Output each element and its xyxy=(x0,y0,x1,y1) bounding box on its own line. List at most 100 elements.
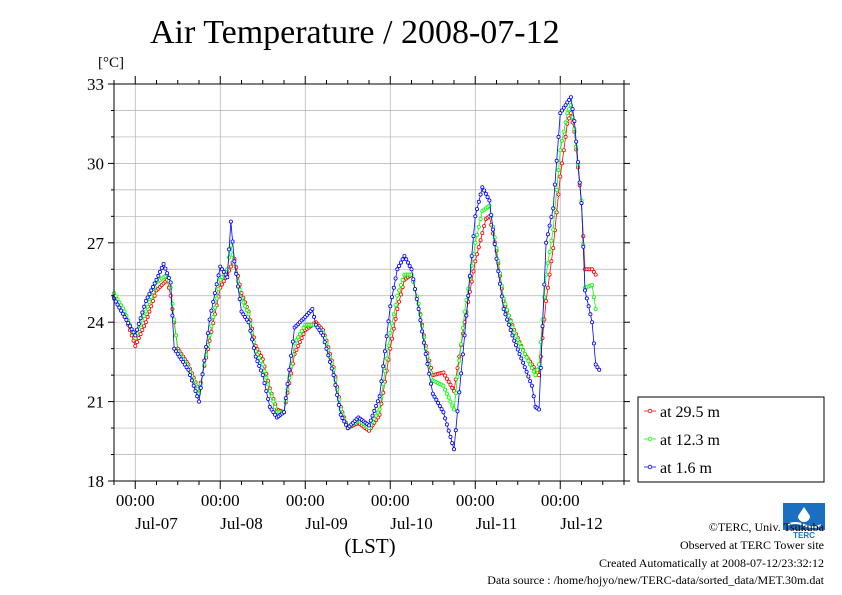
data-point xyxy=(319,330,324,335)
data-point xyxy=(561,148,566,153)
data-point xyxy=(395,267,400,272)
data-point xyxy=(336,402,341,407)
data-point xyxy=(294,347,299,352)
data-point xyxy=(207,317,212,322)
data-point xyxy=(312,314,317,319)
data-point xyxy=(384,356,389,361)
data-point xyxy=(581,244,586,249)
data-point xyxy=(483,191,488,196)
data-point xyxy=(142,304,147,309)
data-point xyxy=(205,331,210,336)
data-point xyxy=(393,276,398,281)
data-point xyxy=(258,368,263,373)
data-point xyxy=(446,395,451,400)
data-point xyxy=(389,336,394,341)
data-point xyxy=(159,265,164,270)
data-point xyxy=(462,333,467,338)
data-point xyxy=(317,328,322,333)
data-point xyxy=(267,404,272,409)
data-point xyxy=(152,293,157,298)
data-point xyxy=(551,206,556,211)
data-point xyxy=(129,327,134,332)
data-point xyxy=(281,410,286,415)
data-point xyxy=(212,291,217,296)
data-point xyxy=(126,321,131,326)
data-point xyxy=(177,354,182,359)
data-point xyxy=(250,337,255,342)
data-point xyxy=(168,280,173,285)
data-point xyxy=(510,333,515,338)
data-point xyxy=(565,100,570,105)
data-point xyxy=(133,343,138,348)
data-point xyxy=(524,355,529,360)
data-point xyxy=(576,160,581,165)
data-point xyxy=(269,407,274,412)
series-0 xyxy=(112,111,598,433)
data-point xyxy=(482,188,487,193)
data-point xyxy=(294,338,299,343)
x-tick-day-label: Jul-08 xyxy=(220,514,263,533)
data-point xyxy=(547,250,552,255)
data-point xyxy=(404,257,409,262)
data-point xyxy=(143,309,148,314)
data-point xyxy=(560,108,565,113)
data-point xyxy=(505,307,510,312)
data-point xyxy=(150,298,155,303)
data-point xyxy=(467,273,472,278)
data-point xyxy=(257,363,262,368)
data-point xyxy=(595,365,600,370)
data-point xyxy=(510,325,515,330)
data-point xyxy=(574,139,579,144)
data-point xyxy=(409,267,414,272)
data-point xyxy=(533,373,538,378)
data-point xyxy=(457,390,462,395)
data-point xyxy=(113,299,118,304)
data-point xyxy=(216,287,221,292)
data-point xyxy=(544,240,549,245)
data-point xyxy=(211,314,216,319)
data-point xyxy=(173,349,178,354)
data-point xyxy=(407,263,412,268)
data-point xyxy=(473,259,478,264)
data-point xyxy=(225,267,230,272)
data-point xyxy=(593,272,598,277)
data-point xyxy=(591,341,596,346)
data-point xyxy=(214,296,219,301)
data-point xyxy=(482,223,487,228)
y-tick-label: 33 xyxy=(87,75,104,94)
data-point xyxy=(142,324,147,329)
logo-text: TERC xyxy=(793,531,815,539)
data-point xyxy=(567,116,572,121)
data-point xyxy=(262,369,267,374)
data-point xyxy=(133,333,138,338)
data-point xyxy=(487,198,492,203)
x-tick-time-label: 00:00 xyxy=(116,491,155,510)
data-point xyxy=(499,294,504,299)
data-point xyxy=(416,306,421,311)
data-point xyxy=(450,403,455,408)
data-point xyxy=(120,311,125,316)
data-point xyxy=(474,252,479,257)
data-point xyxy=(320,333,325,338)
data-point xyxy=(182,362,187,367)
data-point xyxy=(195,394,200,399)
data-point xyxy=(551,227,556,232)
data-point xyxy=(398,283,403,288)
data-point xyxy=(225,275,230,280)
data-point xyxy=(515,337,520,342)
data-point xyxy=(476,245,481,250)
data-point xyxy=(464,313,469,318)
data-point xyxy=(342,419,347,424)
data-point xyxy=(560,138,565,143)
data-point xyxy=(242,304,247,309)
data-point xyxy=(260,373,265,378)
data-point xyxy=(370,413,375,418)
data-point xyxy=(142,313,147,318)
x-tick-time-label: 00:00 xyxy=(201,491,240,510)
data-point xyxy=(165,271,170,276)
data-point xyxy=(374,403,379,408)
data-point xyxy=(549,238,554,243)
data-point xyxy=(432,394,437,399)
legend-swatch-marker xyxy=(647,436,653,442)
